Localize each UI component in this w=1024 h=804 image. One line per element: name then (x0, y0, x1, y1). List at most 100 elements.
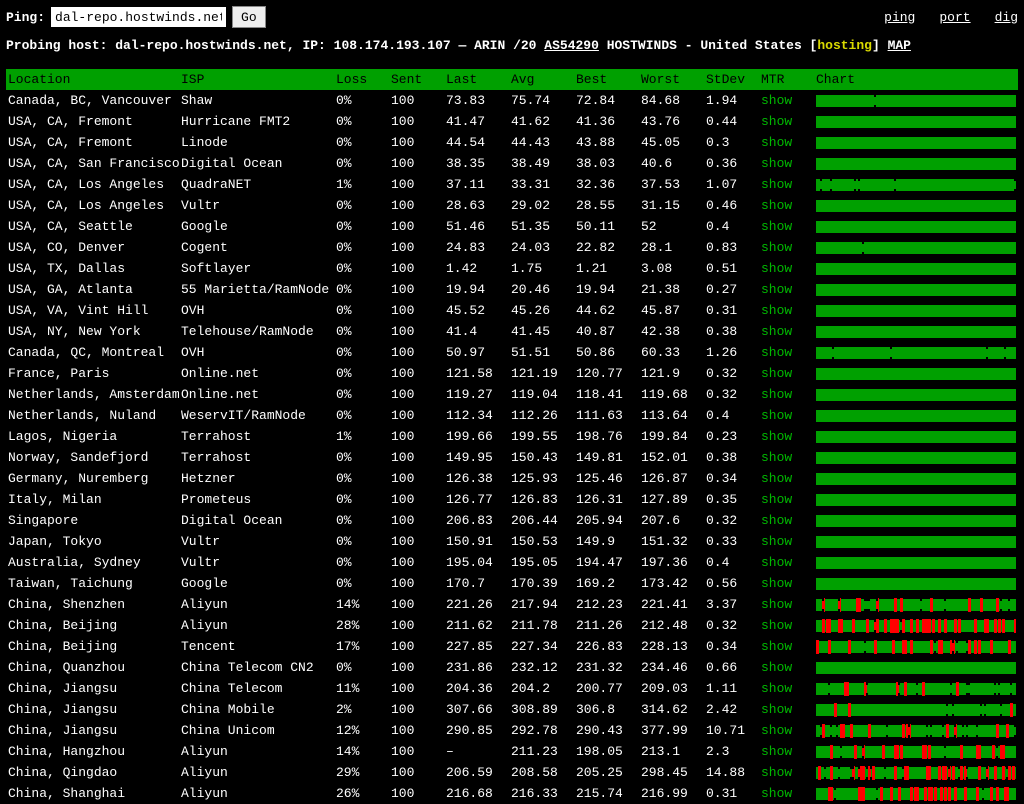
cell-loss: 0% (336, 660, 391, 675)
mtr-show-link[interactable]: show (761, 618, 792, 633)
go-button[interactable]: Go (232, 6, 266, 28)
mtr-show-link[interactable]: show (761, 639, 792, 654)
mtr-show-link[interactable]: show (761, 723, 792, 738)
cell-mtr: show (761, 450, 816, 465)
mtr-show-link[interactable]: show (761, 324, 792, 339)
mtr-show-link[interactable]: show (761, 534, 792, 549)
cell-location: China, Beijing (6, 639, 181, 654)
cell-avg: 170.39 (511, 576, 576, 591)
col-avg[interactable]: Avg (511, 72, 576, 87)
mtr-show-link[interactable]: show (761, 282, 792, 297)
mtr-show-link[interactable]: show (761, 786, 792, 801)
nav-dig-link[interactable]: dig (995, 10, 1018, 25)
table-row: USA, CA, Los AngelesVultr0%10028.6329.02… (6, 195, 1018, 216)
mtr-show-link[interactable]: show (761, 450, 792, 465)
cell-chart (816, 598, 1018, 612)
mtr-show-link[interactable]: show (761, 744, 792, 759)
mtr-show-link[interactable]: show (761, 681, 792, 696)
cell-sent: 100 (391, 786, 446, 801)
mtr-show-link[interactable]: show (761, 219, 792, 234)
cell-last: 45.52 (446, 303, 511, 318)
nav-ping-link[interactable]: ping (884, 10, 915, 25)
nav-port-link[interactable]: port (939, 10, 970, 25)
mtr-show-link[interactable]: show (761, 366, 792, 381)
cell-stdev: 1.94 (706, 93, 761, 108)
mtr-show-link[interactable]: show (761, 387, 792, 402)
cell-best: 44.62 (576, 303, 641, 318)
cell-mtr: show (761, 345, 816, 360)
col-loss[interactable]: Loss (336, 72, 391, 87)
mtr-show-link[interactable]: show (761, 261, 792, 276)
col-stdev[interactable]: StDev (706, 72, 761, 87)
cell-location: China, Shanghai (6, 786, 181, 801)
mtr-show-link[interactable]: show (761, 198, 792, 213)
mtr-show-link[interactable]: show (761, 114, 792, 129)
cell-worst: 228.13 (641, 639, 706, 654)
cell-mtr: show (761, 282, 816, 297)
cell-sent: 100 (391, 744, 446, 759)
cell-worst: 42.38 (641, 324, 706, 339)
mtr-show-link[interactable]: show (761, 492, 792, 507)
cell-best: 118.41 (576, 387, 641, 402)
cell-last: 73.83 (446, 93, 511, 108)
cell-isp: Online.net (181, 387, 336, 402)
cell-avg: 204.2 (511, 681, 576, 696)
cell-best: 205.25 (576, 765, 641, 780)
mtr-show-link[interactable]: show (761, 513, 792, 528)
cell-location: USA, CA, Los Angeles (6, 198, 181, 213)
col-last[interactable]: Last (446, 72, 511, 87)
table-row: Norway, SandefjordTerrahost0%100149.9515… (6, 447, 1018, 468)
col-sent[interactable]: Sent (391, 72, 446, 87)
cell-loss: 0% (336, 135, 391, 150)
map-link[interactable]: MAP (888, 38, 911, 53)
col-location[interactable]: Location (6, 72, 181, 87)
cell-last: 119.27 (446, 387, 511, 402)
col-isp[interactable]: ISP (181, 72, 336, 87)
mtr-show-link[interactable]: show (761, 240, 792, 255)
cell-best: 50.86 (576, 345, 641, 360)
table-row: Canada, BC, VancouverShaw0%10073.8375.74… (6, 90, 1018, 111)
table-row: China, ShenzhenAliyun14%100221.26217.942… (6, 594, 1018, 615)
table-row: China, ShanghaiAliyun26%100216.68216.332… (6, 783, 1018, 804)
cell-chart (816, 262, 1018, 276)
col-chart[interactable]: Chart (816, 72, 1018, 87)
mtr-show-link[interactable]: show (761, 177, 792, 192)
cell-avg: 75.74 (511, 93, 576, 108)
mtr-show-link[interactable]: show (761, 555, 792, 570)
mtr-show-link[interactable]: show (761, 429, 792, 444)
col-best[interactable]: Best (576, 72, 641, 87)
cell-stdev: 0.32 (706, 513, 761, 528)
mtr-show-link[interactable]: show (761, 303, 792, 318)
mtr-show-link[interactable]: show (761, 576, 792, 591)
mtr-show-link[interactable]: show (761, 702, 792, 717)
mtr-show-link[interactable]: show (761, 765, 792, 780)
mtr-show-link[interactable]: show (761, 135, 792, 150)
cell-location: USA, CA, Fremont (6, 114, 181, 129)
col-worst[interactable]: Worst (641, 72, 706, 87)
cell-sent: 100 (391, 471, 446, 486)
mtr-show-link[interactable]: show (761, 156, 792, 171)
latency-chart (816, 640, 1016, 654)
cell-mtr: show (761, 261, 816, 276)
cell-chart (816, 661, 1018, 675)
cell-sent: 100 (391, 240, 446, 255)
cell-isp: Vultr (181, 555, 336, 570)
cell-best: 125.46 (576, 471, 641, 486)
cell-best: 32.36 (576, 177, 641, 192)
table-row: Canada, QC, MontrealOVH0%10050.9751.5150… (6, 342, 1018, 363)
cell-isp: Aliyun (181, 618, 336, 633)
asn-link[interactable]: AS54290 (544, 38, 599, 53)
host-input[interactable] (51, 7, 226, 27)
mtr-show-link[interactable]: show (761, 408, 792, 423)
mtr-show-link[interactable]: show (761, 93, 792, 108)
cell-loss: 0% (336, 261, 391, 276)
mtr-show-link[interactable]: show (761, 597, 792, 612)
cell-sent: 100 (391, 513, 446, 528)
mtr-show-link[interactable]: show (761, 471, 792, 486)
cell-location: China, Beijing (6, 618, 181, 633)
mtr-show-link[interactable]: show (761, 345, 792, 360)
mtr-show-link[interactable]: show (761, 660, 792, 675)
col-mtr[interactable]: MTR (761, 72, 816, 87)
cell-worst: 212.48 (641, 618, 706, 633)
table-row: USA, GA, Atlanta55 Marietta/RamNode0%100… (6, 279, 1018, 300)
